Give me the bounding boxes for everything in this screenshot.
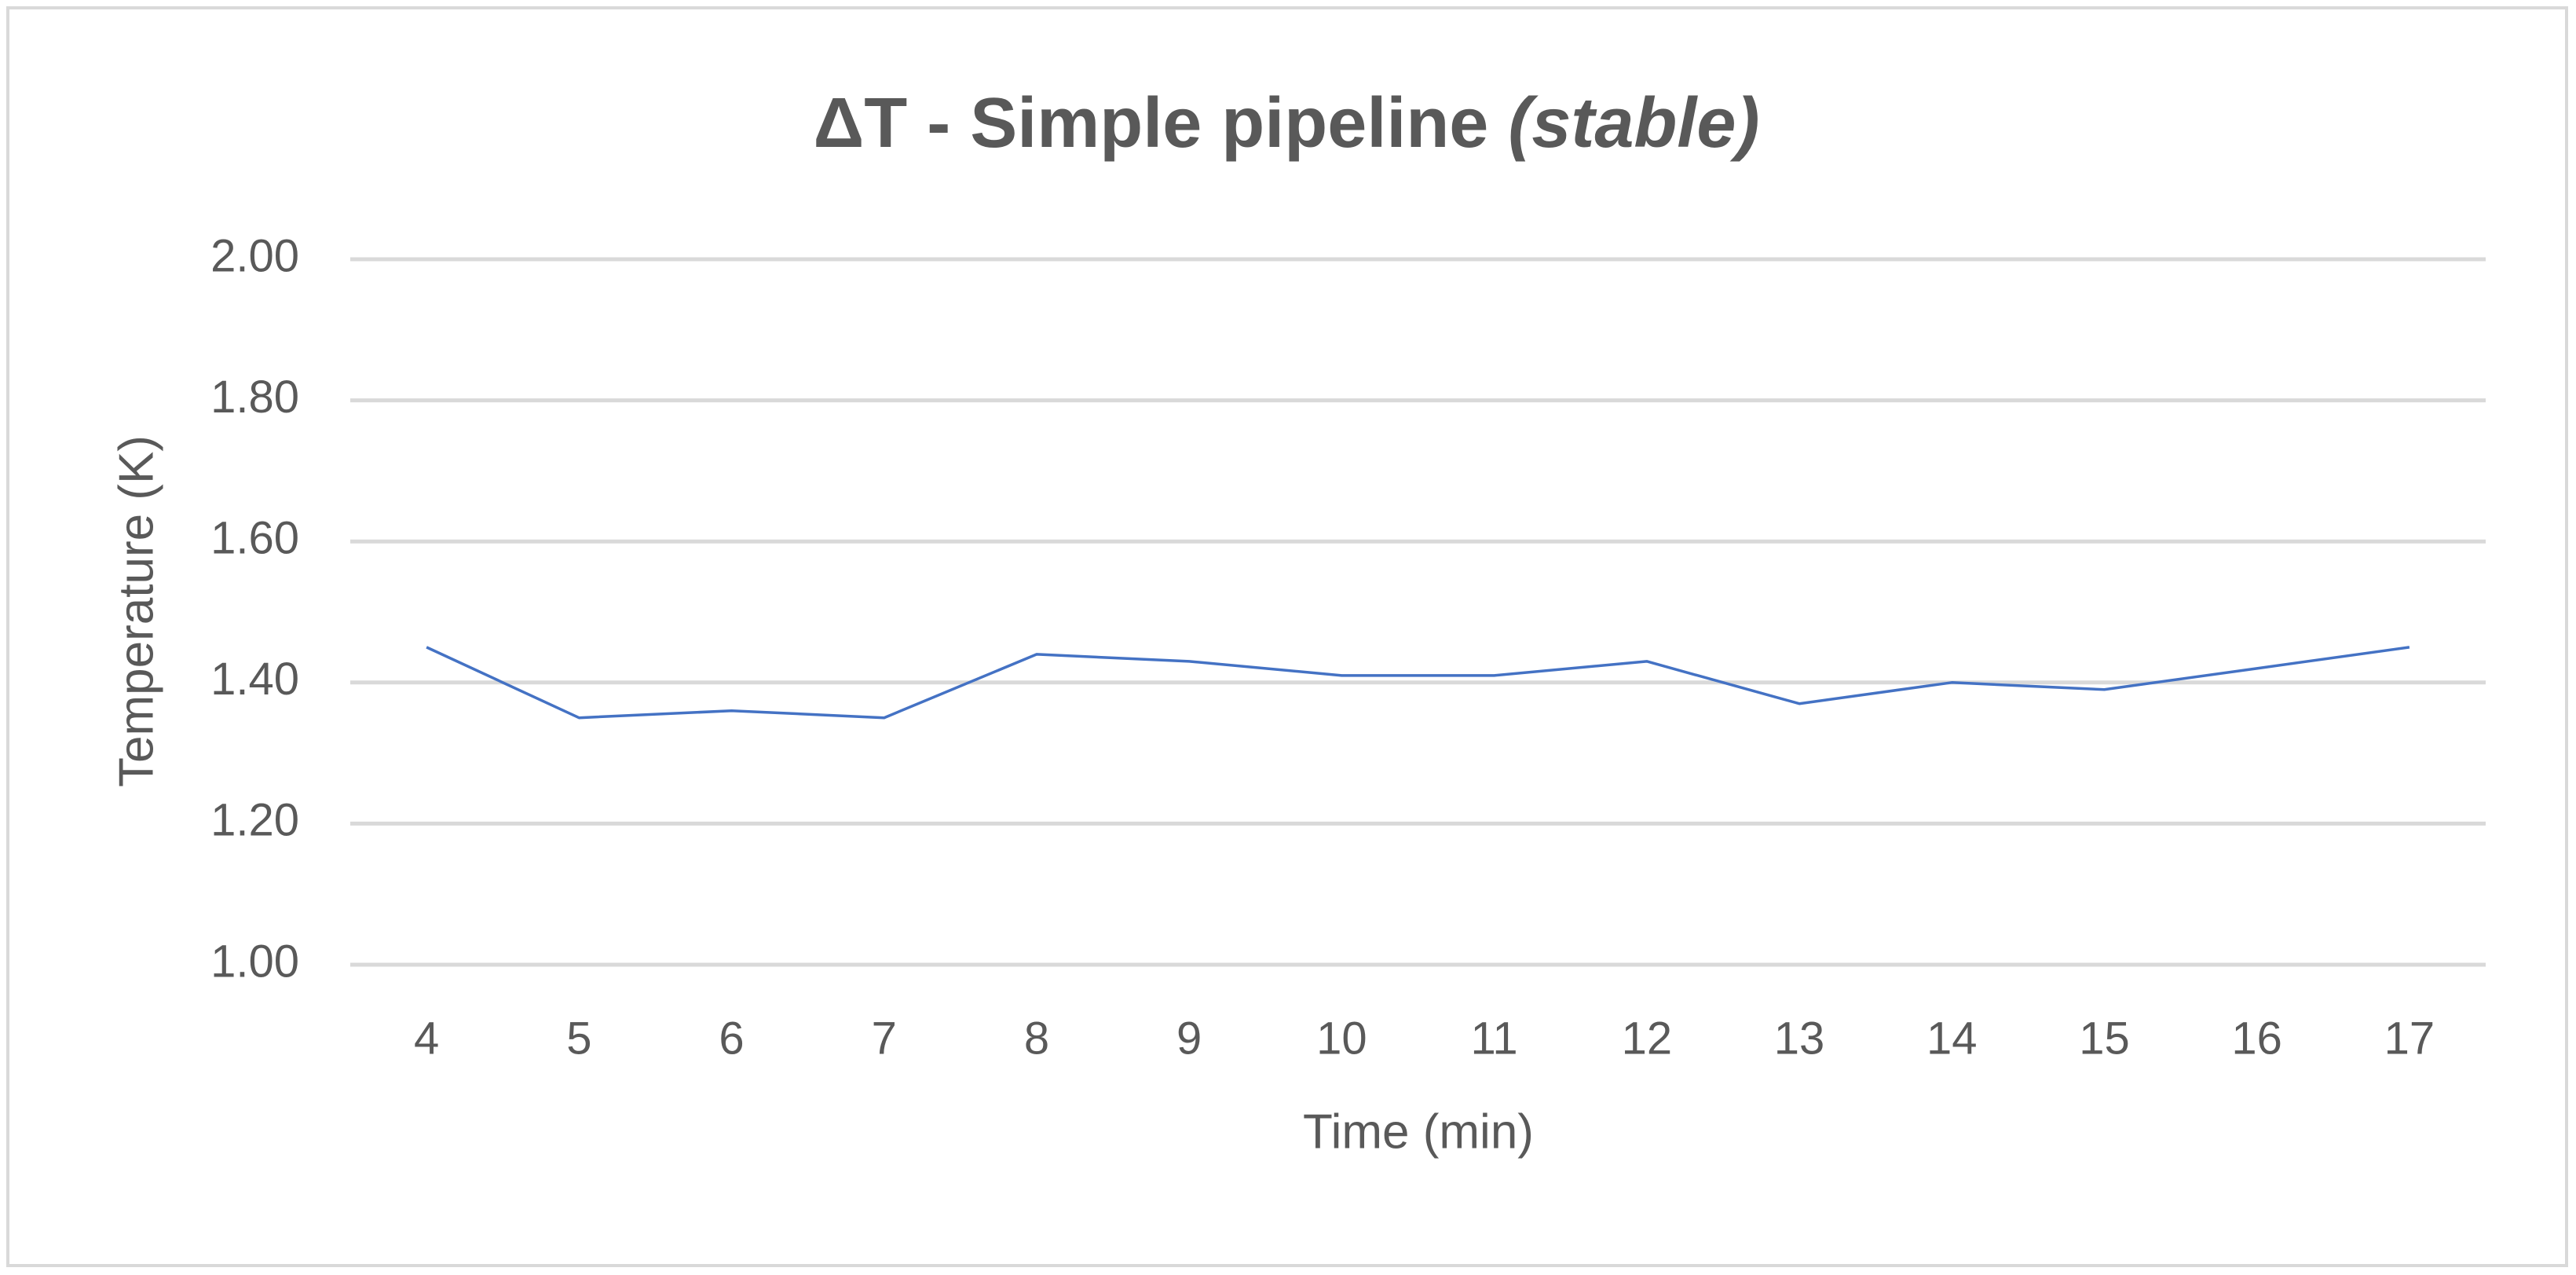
x-tick-label: 11 [1470,1013,1517,1064]
x-tick-label: 10 [1316,1013,1367,1064]
x-tick-label: 9 [1176,1013,1202,1064]
title-emphasis: (stable) [1508,84,1759,163]
data-line [426,646,2410,720]
x-tick-label: 4 [414,1013,439,1064]
x-tick-label: 16 [2231,1013,2282,1064]
x-tick-label: 12 [1622,1013,1673,1064]
x-axis-title: Time (min) [1303,1105,1534,1159]
x-tick-label: 8 [1024,1013,1049,1064]
x-tick-label: 6 [719,1013,744,1064]
y-tick-label: 1.80 [210,372,299,423]
chart-border [6,6,2568,1267]
y-tick-label: 1.40 [210,654,299,705]
y-tick-label: 1.60 [210,513,299,564]
y-axis-title: Temperature (K) [109,435,163,787]
x-tick-label: 17 [2384,1013,2435,1064]
y-tick-label: 1.00 [210,936,299,987]
x-tick-label: 13 [1774,1013,1825,1064]
x-tick-label: 14 [1927,1013,1978,1064]
y-tick-label: 1.20 [210,795,299,846]
y-tick-label: 2.00 [210,230,299,281]
chart-title: ΔT - Simple pipeline (stable) [814,84,1760,163]
x-tick-label: 5 [566,1013,591,1064]
x-tick-label: 7 [872,1013,897,1064]
x-tick-label: 15 [2079,1013,2130,1064]
title-main: ΔT - Simple pipeline [814,84,1489,163]
